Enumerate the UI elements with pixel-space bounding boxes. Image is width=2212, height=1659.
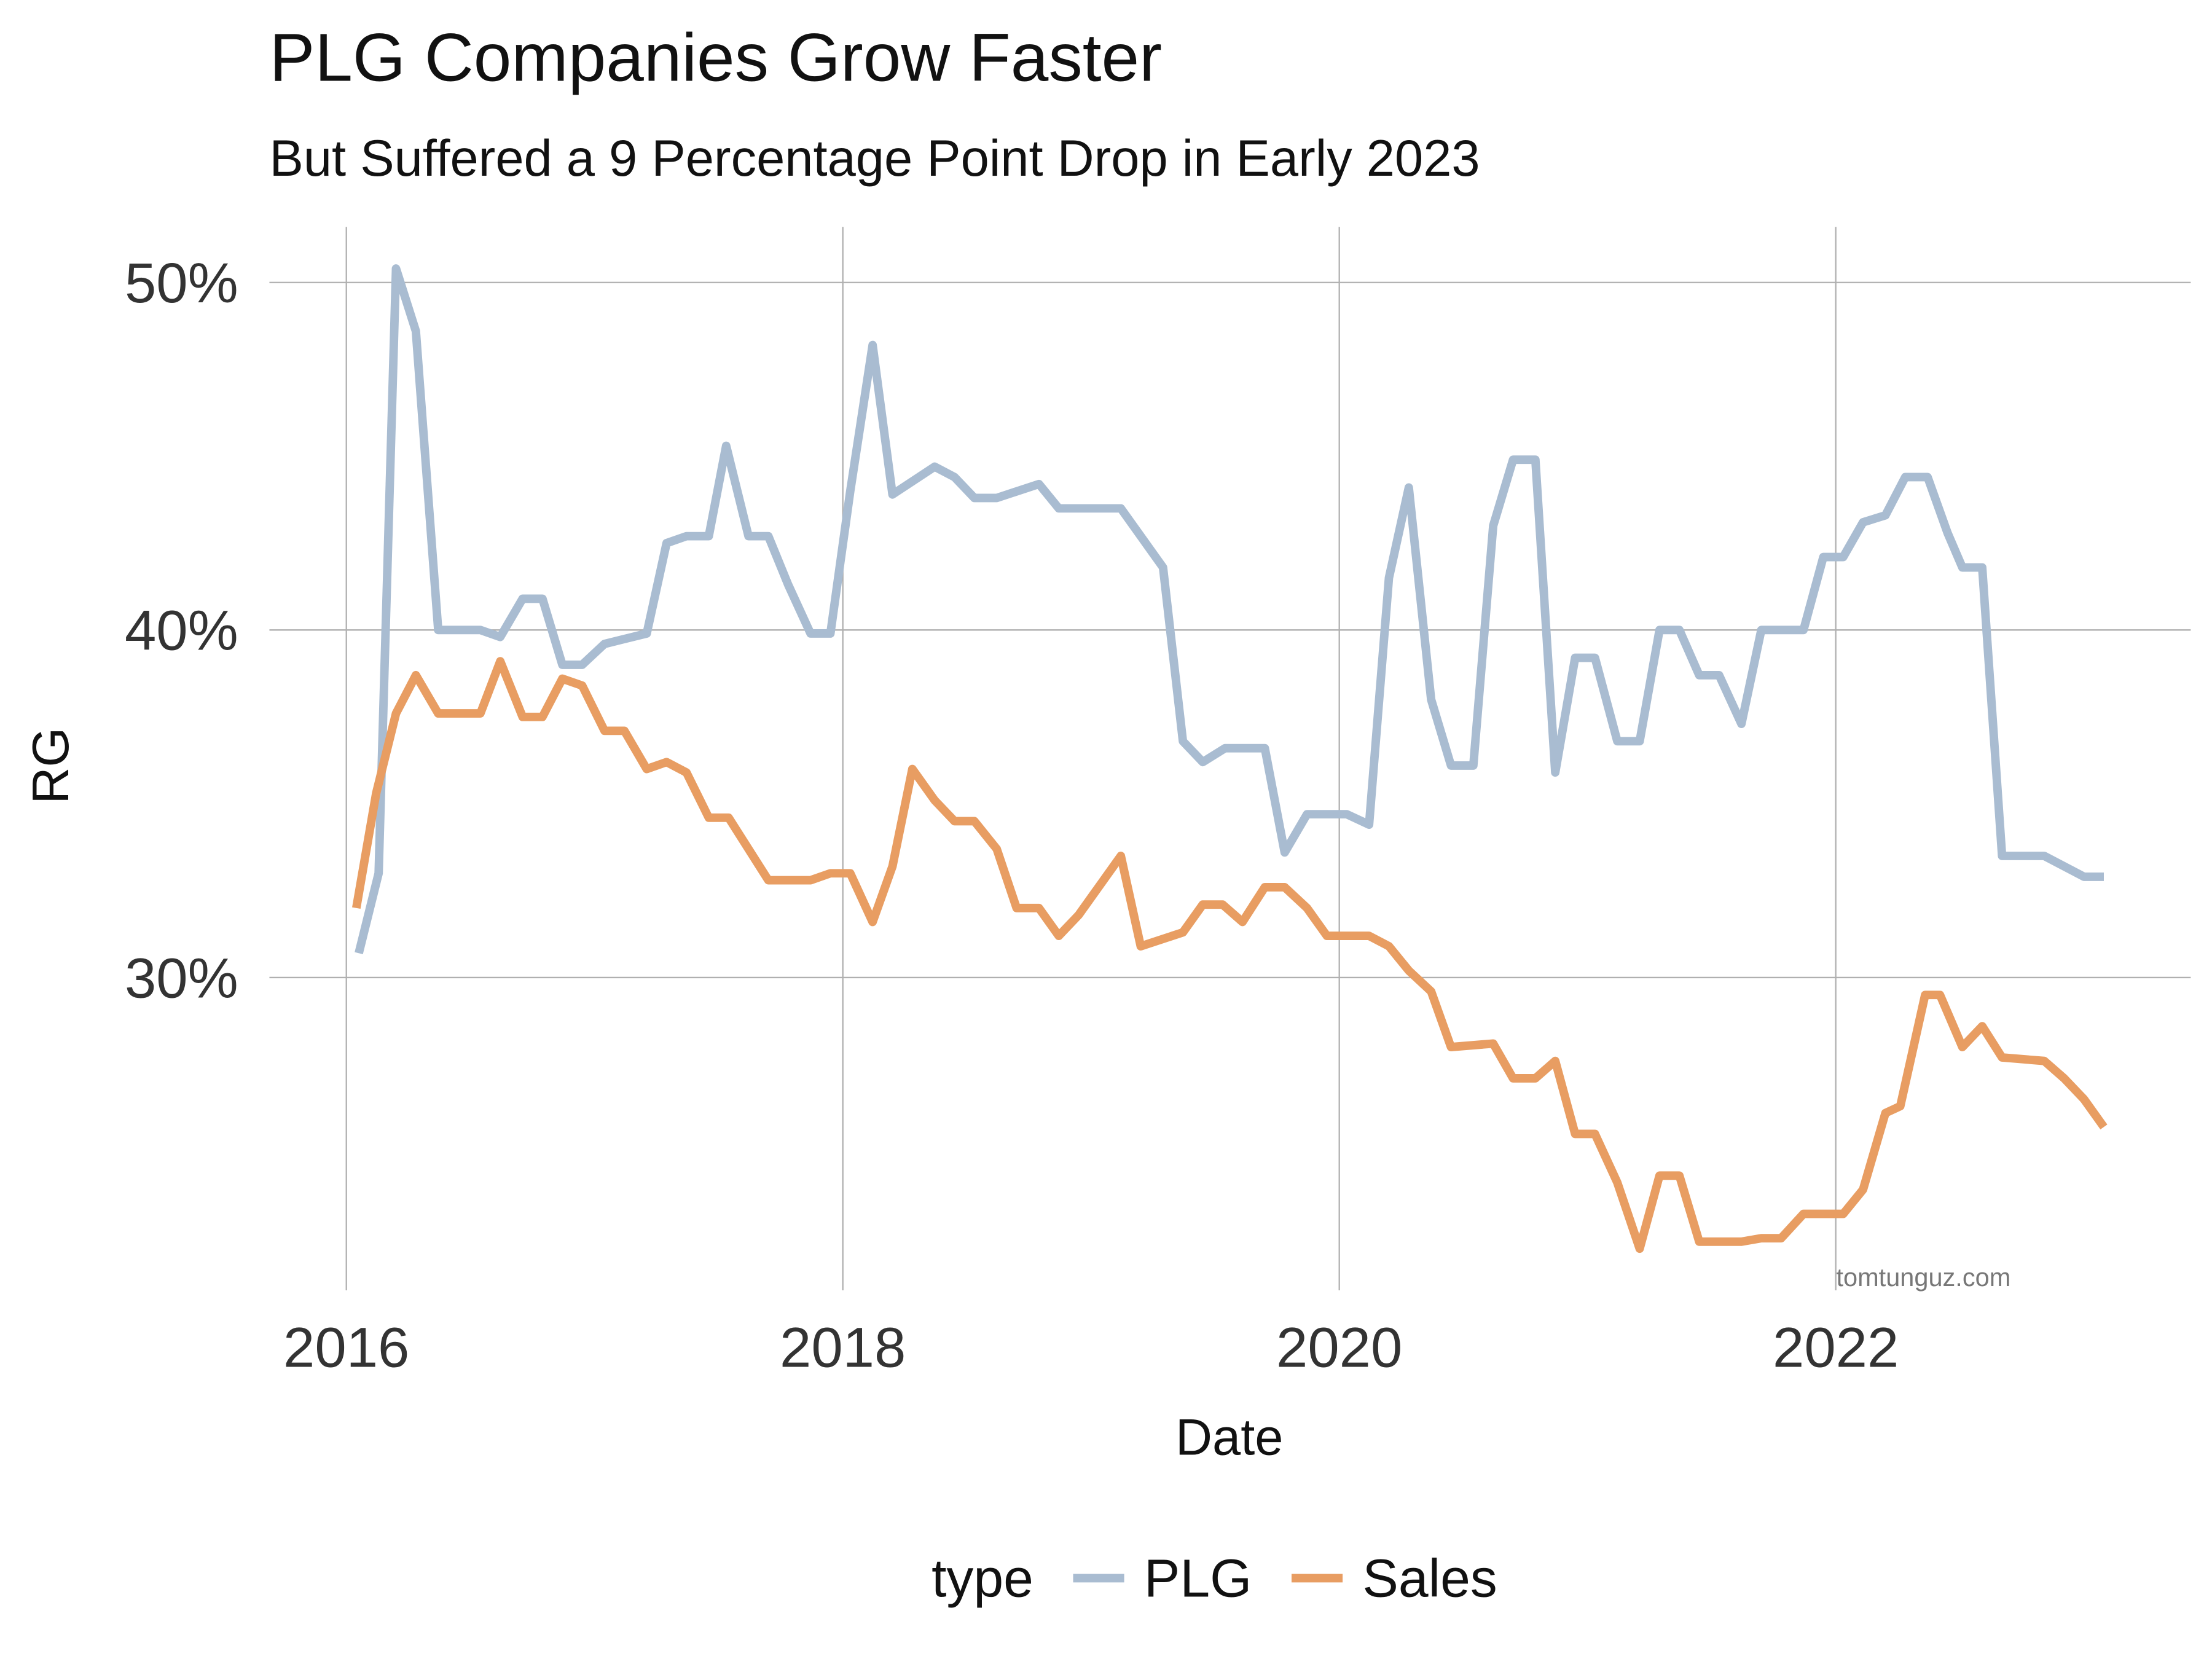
chart-title: PLG Companies Grow Faster	[269, 20, 1162, 96]
legend-label: Sales	[1362, 1548, 1497, 1608]
series-line	[352, 657, 2108, 1253]
x-tick-label: 2022	[1773, 1316, 1899, 1379]
chart-subtitle: But Suffered a 9 Percentage Point Drop i…	[269, 130, 1480, 187]
y-tick-label: 40%	[125, 598, 238, 662]
y-tick-label: 30%	[125, 946, 238, 1010]
series-line	[355, 264, 2104, 955]
x-tick-label: 2018	[780, 1316, 906, 1379]
watermark: tomtunguz.com	[1836, 1263, 2010, 1292]
grid	[269, 227, 2191, 1290]
legend-label: PLG	[1144, 1548, 1252, 1608]
x-tick-label: 2020	[1276, 1316, 1402, 1379]
x-tick-label: 2016	[283, 1316, 409, 1379]
legend-title: type	[931, 1548, 1033, 1608]
y-axis-title: RG	[22, 728, 79, 804]
legend: type PLG Sales	[931, 1548, 1497, 1608]
plot-lines	[352, 264, 2108, 1253]
x-axis-title: Date	[1175, 1409, 1283, 1466]
y-tick-label: 50%	[125, 251, 238, 315]
